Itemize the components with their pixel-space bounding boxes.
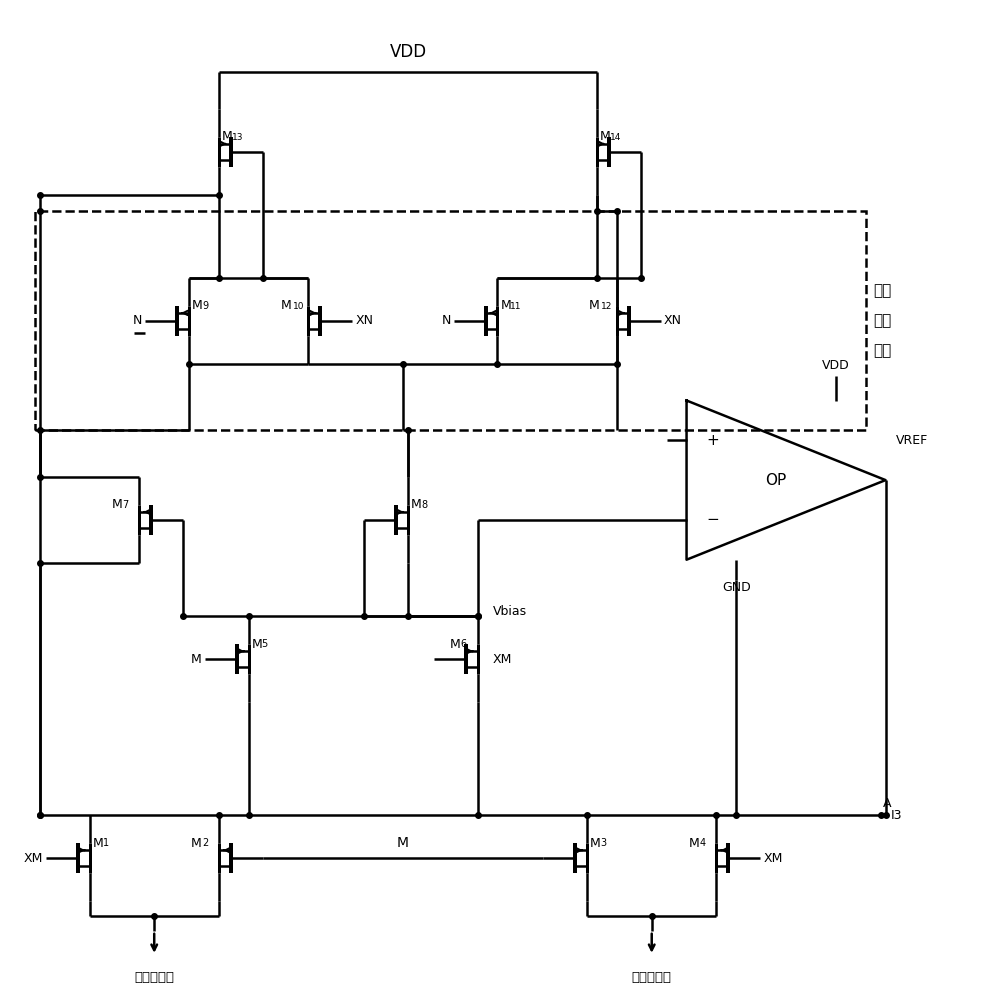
Text: 12: 12	[600, 302, 611, 311]
Text: 第一输入端: 第一输入端	[631, 971, 671, 984]
Text: GND: GND	[722, 581, 749, 594]
Text: XN: XN	[663, 314, 681, 327]
Text: M: M	[449, 638, 460, 651]
Text: M: M	[251, 638, 262, 651]
Text: M: M	[192, 299, 203, 312]
Text: 失配: 失配	[873, 284, 891, 299]
Text: M: M	[500, 299, 511, 312]
Text: 7: 7	[122, 500, 128, 510]
Text: M: M	[280, 299, 291, 312]
Text: 单元: 单元	[873, 343, 891, 358]
Bar	[35, 211, 865, 430]
Text: I3: I3	[890, 809, 902, 822]
Text: 13: 13	[232, 133, 244, 142]
Text: 10: 10	[292, 302, 304, 311]
Text: VREF: VREF	[895, 434, 926, 447]
Text: XM: XM	[24, 852, 43, 865]
Text: 校正: 校正	[873, 313, 891, 328]
Text: M: M	[588, 299, 599, 312]
Text: N: N	[441, 314, 450, 327]
Text: M: M	[688, 837, 699, 850]
Text: 4: 4	[699, 838, 705, 848]
Text: +: +	[706, 433, 719, 448]
Text: A: A	[882, 797, 891, 810]
Text: VDD: VDD	[821, 359, 849, 372]
Text: 3: 3	[599, 838, 605, 848]
Text: M: M	[191, 837, 202, 850]
Text: M: M	[589, 837, 600, 850]
Text: −: −	[706, 512, 719, 527]
Text: M: M	[599, 130, 610, 143]
Text: M: M	[111, 498, 122, 511]
Text: M: M	[411, 498, 421, 511]
Text: 9: 9	[202, 301, 208, 311]
Text: M: M	[191, 653, 202, 666]
Text: 2: 2	[202, 838, 208, 848]
Text: M: M	[397, 836, 409, 850]
Text: 11: 11	[510, 302, 522, 311]
Text: XM: XM	[492, 653, 511, 666]
Text: 6: 6	[460, 639, 466, 649]
Text: VDD: VDD	[389, 43, 426, 61]
Text: 8: 8	[420, 500, 426, 510]
Text: M: M	[92, 837, 103, 850]
Text: XN: XN	[355, 314, 373, 327]
Text: XM: XM	[762, 852, 781, 865]
Text: 14: 14	[609, 133, 620, 142]
Text: 5: 5	[261, 639, 267, 649]
Text: 1: 1	[102, 838, 108, 848]
Text: M: M	[222, 130, 233, 143]
Text: OP: OP	[764, 473, 786, 488]
Text: Vbias: Vbias	[492, 605, 526, 618]
Text: 第二输入端: 第二输入端	[134, 971, 174, 984]
Text: N: N	[133, 314, 142, 327]
